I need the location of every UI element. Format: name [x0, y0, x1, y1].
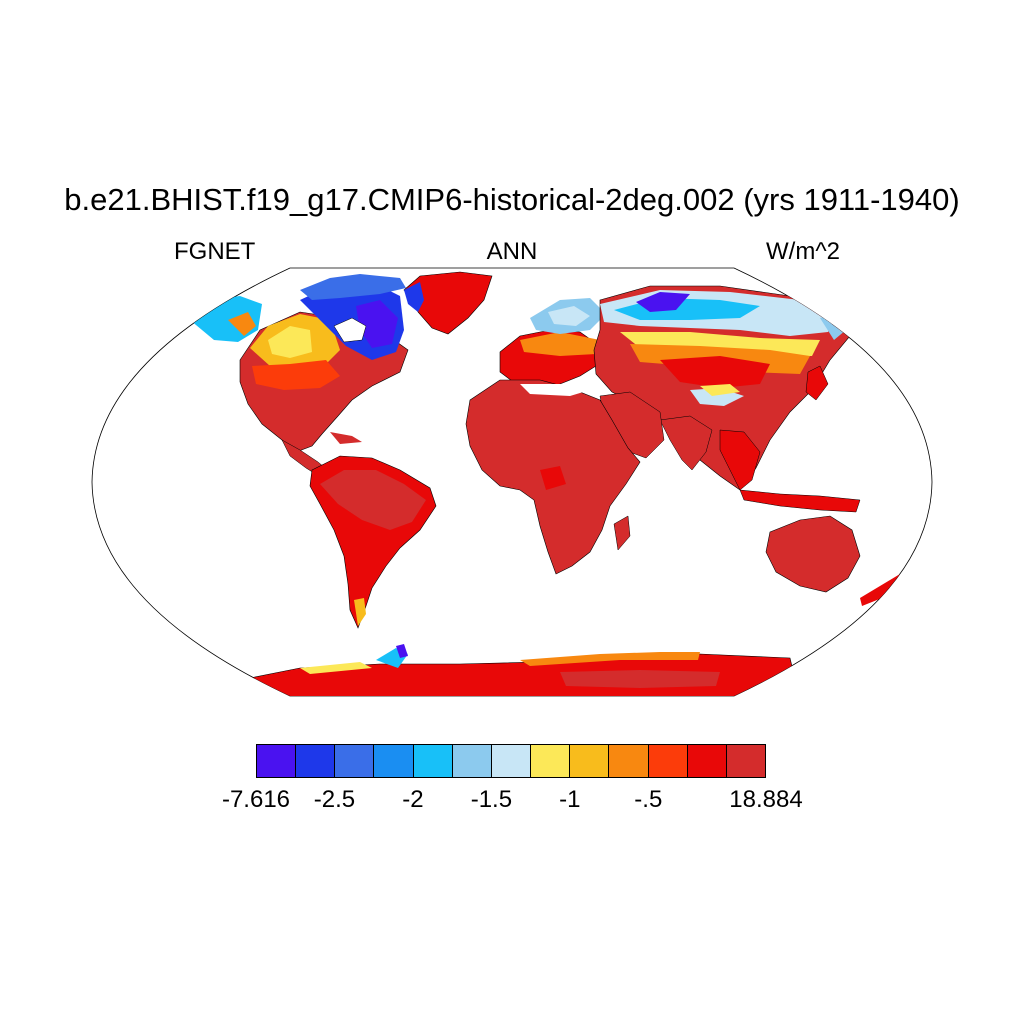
variable-label: FGNET: [174, 238, 256, 265]
colorbar-cell-8: [570, 745, 610, 777]
colorbar-cell-6: [491, 745, 532, 777]
madagascar-region: [613, 515, 631, 551]
units-label: W/m^2: [766, 238, 840, 265]
antarctica-yellow-edge: [300, 662, 372, 674]
colorbar-label-3: -1.5: [470, 786, 513, 813]
japan-region: [805, 365, 829, 401]
north-america-yellow-region: [268, 326, 312, 358]
australia-region: [765, 515, 861, 593]
colorbar-label-4: -1: [559, 786, 581, 813]
hudson-bay: [333, 317, 367, 343]
colorbar-cell-3: [374, 745, 414, 777]
scandinavia-light-region: [548, 306, 590, 326]
colorbar-cell-10: [648, 745, 688, 777]
colorbar-cell-1: [296, 745, 336, 777]
new-zealand-region: [860, 574, 904, 606]
arctic-islands-region: [300, 274, 406, 300]
europe-orange-band: [520, 332, 600, 356]
map-title: b.e21.BHIST.f19_g17.CMIP6-historical-2de…: [64, 182, 960, 217]
patagonia-warm-region: [354, 598, 366, 626]
season-label: ANN: [486, 238, 538, 265]
indonesia-region: [739, 489, 861, 513]
greenland-blue-edge: [404, 282, 424, 312]
colorbar-cell-5: [452, 745, 492, 777]
colorbar-cell-11: [687, 745, 727, 777]
southeast-asia-region: [719, 429, 761, 491]
africa-red-patch: [540, 466, 566, 490]
india-region: [659, 415, 713, 471]
tibet-yellow-region: [700, 384, 740, 396]
colorbar-label-0: -7.616: [221, 786, 291, 813]
antarctica-orange-edge: [520, 652, 700, 666]
colorbar-label-2: -2: [402, 786, 424, 813]
colorbar: [256, 744, 766, 778]
alaska-warm-region: [228, 312, 256, 336]
antarctica-purple-edge: [396, 644, 408, 658]
us-orange-band: [252, 360, 340, 390]
colorbar-cell-4: [413, 745, 453, 777]
south-america-deep-region: [320, 470, 426, 530]
colorbar-label-5: -.5: [634, 786, 663, 813]
mediterranean-sea: [520, 384, 590, 396]
colorbar-cell-9: [609, 745, 649, 777]
central-asia-red-region: [660, 356, 770, 388]
colorbar-cell-12: [726, 745, 766, 777]
colorbar-cell-7: [531, 745, 571, 777]
canada-purple-region: [356, 300, 398, 348]
colorbar-label-1: -2.5: [313, 786, 356, 813]
siberia-purple-region: [636, 292, 690, 312]
colorbar-cell-0: [257, 745, 297, 777]
colorbar-label-6: 18.884: [729, 786, 803, 813]
caribbean-region: [330, 432, 362, 444]
colorbar-cell-2: [335, 745, 375, 777]
antarctica-deep-region: [560, 670, 720, 688]
greenland-region: [403, 271, 493, 335]
